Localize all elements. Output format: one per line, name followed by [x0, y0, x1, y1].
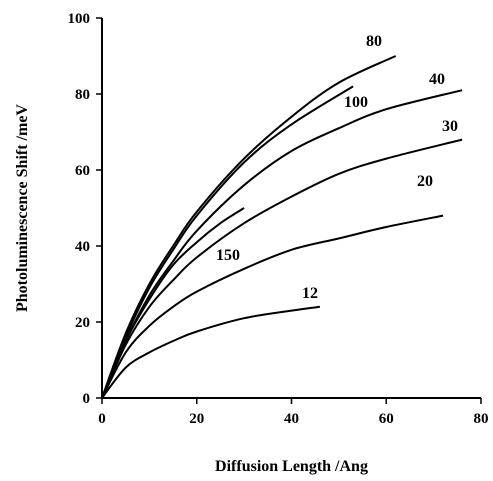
series-label-20: 20	[417, 173, 433, 190]
x-axis-ticks: 0 20 40 60 80	[98, 398, 489, 427]
series-line-100	[101, 85, 354, 399]
series-label-30: 30	[442, 118, 458, 135]
x-tick-label: 80	[474, 411, 489, 427]
x-tick-label: 20	[189, 411, 204, 427]
series-line-30	[101, 138, 463, 399]
x-tick-label: 40	[284, 411, 299, 427]
series-line-150	[101, 207, 245, 399]
series-line-20	[101, 214, 444, 399]
y-tick-label: 40	[75, 239, 90, 255]
y-axis-ticks: 0 20 40 60 80 100	[68, 11, 102, 407]
series-lines	[101, 55, 463, 399]
series-line-12	[101, 305, 321, 399]
y-axis-title: Photoluminescence Shift /meV	[14, 104, 31, 312]
y-tick-label: 100	[68, 11, 91, 27]
series-label-40: 40	[429, 71, 445, 88]
y-tick-label: 20	[75, 315, 90, 331]
y-tick-label: 60	[75, 163, 90, 179]
series-labels: 80 100 40 30 150 20 12	[216, 33, 458, 302]
x-tick-label: 60	[379, 411, 394, 427]
series-label-100: 100	[344, 94, 368, 111]
y-tick-label: 80	[75, 87, 90, 103]
y-tick-label: 0	[83, 391, 91, 407]
series-label-150: 150	[216, 247, 240, 264]
series-label-80: 80	[366, 33, 382, 50]
series-label-12: 12	[302, 285, 318, 302]
x-axis-title: Diffusion Length /Ang	[215, 458, 368, 475]
series-line-40	[101, 89, 463, 399]
x-tick-label: 0	[98, 411, 106, 427]
series-line-80	[101, 55, 397, 399]
